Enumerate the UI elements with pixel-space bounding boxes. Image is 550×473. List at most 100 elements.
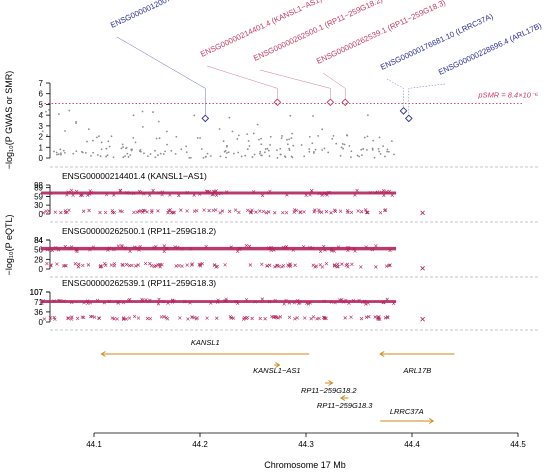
eqtl-panel-label: ENSG00000214401.4 (KANSL1−AS1) — [62, 171, 207, 181]
gwas-point — [321, 149, 324, 151]
eqtl-point — [278, 315, 283, 319]
eqtl-point — [229, 245, 233, 249]
eqtl-y-axis-title: −log₁₀(P eQTL) — [4, 215, 14, 276]
eqtl-point — [185, 263, 189, 267]
eqtl-point — [156, 209, 160, 213]
eqtl-point — [160, 190, 165, 194]
eqtl-point — [61, 264, 66, 268]
eqtl-point — [120, 243, 124, 248]
gwas-point — [342, 147, 344, 150]
eqtl-point — [340, 297, 344, 302]
gwas-y-tick-label: 3 — [39, 122, 44, 131]
eqtl-point — [277, 264, 281, 269]
gwas-point — [360, 148, 363, 151]
eqtl-point — [69, 188, 74, 193]
eqtl-point — [355, 188, 359, 193]
eqtl-point — [154, 244, 158, 249]
eqtl-point — [59, 210, 63, 215]
gwas-point — [343, 143, 346, 146]
gwas-point — [269, 135, 272, 138]
eqtl-point — [215, 316, 219, 320]
gwas-point — [263, 151, 266, 154]
eqtl-point — [266, 246, 271, 250]
eqtl-point — [384, 190, 389, 194]
gwas-point — [386, 150, 388, 153]
x-tick-label: 44.4 — [404, 440, 420, 449]
eqtl-point — [344, 263, 349, 268]
gene: KANSL1−AS1 — [253, 362, 301, 375]
smr-probe-marker — [404, 114, 413, 123]
eqtl-point — [100, 264, 104, 269]
eqtl-point — [313, 265, 317, 269]
gwas-point — [371, 147, 374, 150]
gwas-point — [152, 111, 154, 113]
gwas-point — [313, 151, 315, 153]
eqtl-point — [130, 263, 134, 268]
eqtl-point — [364, 245, 368, 249]
probe-connector — [206, 65, 278, 99]
eqtl-point — [324, 209, 329, 214]
eqtl-point — [347, 246, 351, 250]
eqtl-point — [88, 314, 93, 319]
gwas-point — [57, 153, 60, 156]
eqtl-point — [87, 208, 91, 213]
eqtl-point — [137, 189, 142, 194]
eqtl-point — [69, 245, 74, 249]
gwas-point — [139, 148, 142, 151]
eqtl-point — [173, 245, 177, 249]
eqtl-point — [245, 315, 250, 320]
eqtl-point — [190, 263, 194, 267]
gwas-point — [200, 148, 203, 150]
eqtl-point — [73, 262, 78, 266]
eqtl-point — [286, 263, 290, 267]
eqtl-point — [121, 316, 126, 320]
gwas-point — [41, 130, 44, 133]
eqtl-point — [186, 317, 190, 321]
eqtl-point — [263, 317, 267, 321]
eqtl-point — [227, 209, 232, 214]
gwas-point — [339, 154, 342, 157]
eqtl-point — [49, 263, 53, 267]
eqtl-point — [294, 208, 299, 213]
eqtl-point — [68, 246, 72, 250]
gwas-point — [99, 155, 102, 158]
eqtl-point — [370, 247, 375, 252]
eqtl-point — [85, 299, 90, 303]
eqtl-point — [185, 190, 190, 195]
gwas-point — [134, 141, 137, 144]
eqtl-point — [212, 263, 217, 267]
eqtl-point — [104, 263, 108, 267]
eqtl-point — [49, 264, 53, 268]
eqtl-point — [272, 248, 276, 252]
eqtl-point — [166, 210, 170, 215]
eqtl-point — [123, 246, 128, 250]
gwas-point — [64, 151, 66, 154]
eqtl-point — [156, 302, 161, 306]
gwas-point — [244, 154, 247, 157]
gwas-point — [125, 146, 128, 149]
eqtl-point — [125, 191, 129, 195]
eqtl-point — [383, 208, 387, 213]
eqtl-y-tick-label: 28 — [34, 255, 43, 264]
smr-probe-marker — [399, 107, 408, 115]
gene-label: LRRC37A — [390, 407, 424, 416]
gwas-point — [332, 135, 335, 137]
x-tick-label: 44.5 — [510, 440, 526, 449]
gwas-point — [308, 135, 311, 138]
eqtl-point — [102, 301, 107, 305]
gwas-point — [146, 155, 149, 158]
eqtl-dense-band — [41, 246, 397, 251]
eqtl-y-tick-label: 56 — [34, 246, 43, 255]
eqtl-point — [81, 263, 85, 268]
eqtl-point — [248, 263, 253, 267]
eqtl-point — [168, 208, 172, 212]
gwas-point — [279, 153, 282, 156]
gwas-point — [41, 112, 44, 115]
gwas-point — [132, 136, 135, 139]
eqtl-point — [366, 210, 370, 215]
eqtl-point — [350, 262, 354, 267]
gwas-point — [96, 154, 99, 156]
gwas-point — [386, 148, 389, 151]
